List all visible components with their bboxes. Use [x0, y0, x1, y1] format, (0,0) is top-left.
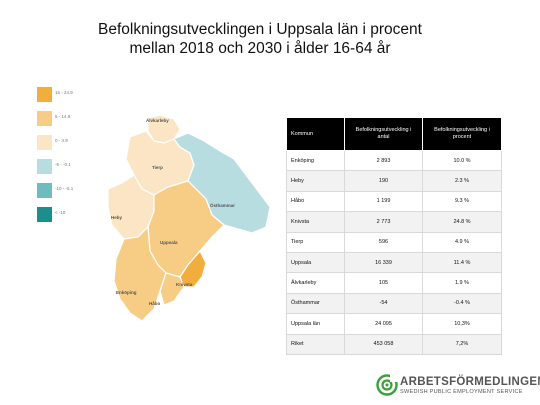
cell-antal: 105	[344, 272, 423, 294]
legend-label: -10 - -5.1	[55, 186, 74, 191]
cell-procent: 11.4 %	[422, 251, 502, 274]
cell-antal: 190	[344, 170, 423, 192]
map-label-tierp: Tierp	[152, 165, 163, 170]
cell-kommun: Östhammar	[286, 292, 345, 315]
map-label-enkoping: Enköping	[116, 290, 137, 295]
cell-antal: 16 339	[344, 251, 423, 274]
population-table: Kommun Befolkningsutveckling i antal Bef…	[286, 117, 502, 355]
legend-swatch	[37, 183, 52, 198]
cell-antal: 2 893	[344, 149, 423, 172]
legend-label: -5 - -0.1	[55, 162, 71, 167]
column-header-kommun: Kommun	[286, 117, 345, 151]
arbetsformedlingen-logo: ARBETSFÖRMEDLINGEN SWEDISH PUBLIC EMPLOY…	[376, 374, 540, 398]
cell-antal: 2 773	[344, 211, 423, 233]
cell-procent: 10.0 %	[422, 149, 502, 172]
legend-swatch	[37, 135, 52, 150]
map-label-heby: Heby	[111, 215, 123, 220]
legend-swatch	[37, 159, 52, 174]
legend-label: 15 - 24.9	[55, 90, 73, 95]
table-row: Älvkarleby 105 1.9 %	[286, 272, 502, 294]
table-row: Östhammar -54 -0.4 %	[286, 292, 502, 315]
table-header-row: Kommun Befolkningsutveckling i antal Bef…	[286, 117, 502, 151]
table-row: Riket 453 058 7,2%	[286, 333, 502, 355]
map-label-habo: Håbo	[149, 301, 161, 306]
table-row: Tierp 596 4.9 %	[286, 231, 502, 253]
table-row: Uppsala län 24 095 10,3%	[286, 313, 502, 335]
county-map-svg	[108, 115, 271, 322]
map-label-osthammar: Östhammar	[210, 203, 236, 208]
cell-kommun: Uppsala	[286, 251, 345, 274]
legend-swatch	[37, 111, 52, 126]
cell-kommun: Enköping	[286, 149, 345, 172]
table-row: Heby 190 2.3 %	[286, 170, 502, 192]
logo-name: ARBETSFÖRMEDLINGEN	[400, 376, 540, 388]
table-row: Uppsala 16 339 11.4 %	[286, 251, 502, 274]
map-label-knivsta: Knivsta	[176, 282, 193, 287]
cell-procent: 10,3%	[422, 313, 502, 335]
table-row: Enköping 2 893 10.0 %	[286, 149, 502, 172]
cell-procent: 9.3 %	[422, 190, 502, 213]
cell-antal: 1 199	[344, 190, 423, 213]
cell-kommun: Håbo	[286, 190, 345, 213]
table-body: Enköping 2 893 10.0 % Heby 190 2.3 % Håbo 1 199…	[286, 149, 502, 355]
region-osthammar	[173, 132, 271, 234]
legend-swatch	[37, 207, 52, 222]
cell-procent: 24.8 %	[422, 211, 502, 233]
arbetsformedlingen-logo-icon	[376, 374, 398, 396]
cell-kommun: Uppsala län	[286, 313, 345, 335]
region-habo	[159, 272, 185, 306]
logo-subtitle: SWEDISH PUBLIC EMPLOYMENT SERVICE	[400, 389, 523, 395]
cell-antal: 24 095	[344, 313, 423, 335]
table-row: Knivsta 2 773 24.8 %	[286, 211, 502, 233]
map-label-uppsala: Uppsala	[160, 240, 178, 245]
cell-kommun: Riket	[286, 333, 345, 355]
cell-procent: 1.9 %	[422, 272, 502, 294]
legend-label: < -10	[55, 210, 66, 215]
map-label-alvkarleby: Älvkarleby	[146, 118, 169, 123]
title-line-1: Befolkningsutvecklingen i Uppsala län i …	[98, 21, 422, 38]
legend-label: 5 - 14.9	[55, 114, 71, 119]
legend-swatch	[37, 87, 52, 102]
cell-kommun: Knivsta	[286, 211, 345, 233]
cell-procent: -0.4 %	[422, 292, 502, 315]
table-row: Håbo 1 199 9.3 %	[286, 190, 502, 213]
region-enkoping	[113, 226, 167, 322]
county-map: Älvkarleby Tierp Östhammar Heby Uppsala …	[108, 115, 278, 330]
cell-kommun: Tierp	[286, 231, 345, 253]
cell-procent: 4.9 %	[422, 231, 502, 253]
column-header-procent: Befolkningsutveckling i procent	[422, 117, 502, 151]
legend-label: 0 - 4.9	[55, 138, 68, 143]
title-line-2: mellan 2018 och 2030 i ålder 16-64 år	[129, 40, 391, 57]
cell-antal: 453 058	[344, 333, 423, 355]
cell-procent: 2.3 %	[422, 170, 502, 192]
region-knivsta	[179, 250, 207, 288]
page-title: Befolkningsutvecklingen i Uppsala län i …	[40, 20, 480, 58]
cell-procent: 7,2%	[422, 333, 502, 355]
cell-antal: 596	[344, 231, 423, 253]
cell-antal: -54	[344, 292, 423, 315]
column-header-antal: Befolkningsutveckling i antal	[344, 117, 423, 151]
cell-kommun: Heby	[286, 170, 345, 192]
cell-kommun: Älvkarleby	[286, 272, 345, 294]
